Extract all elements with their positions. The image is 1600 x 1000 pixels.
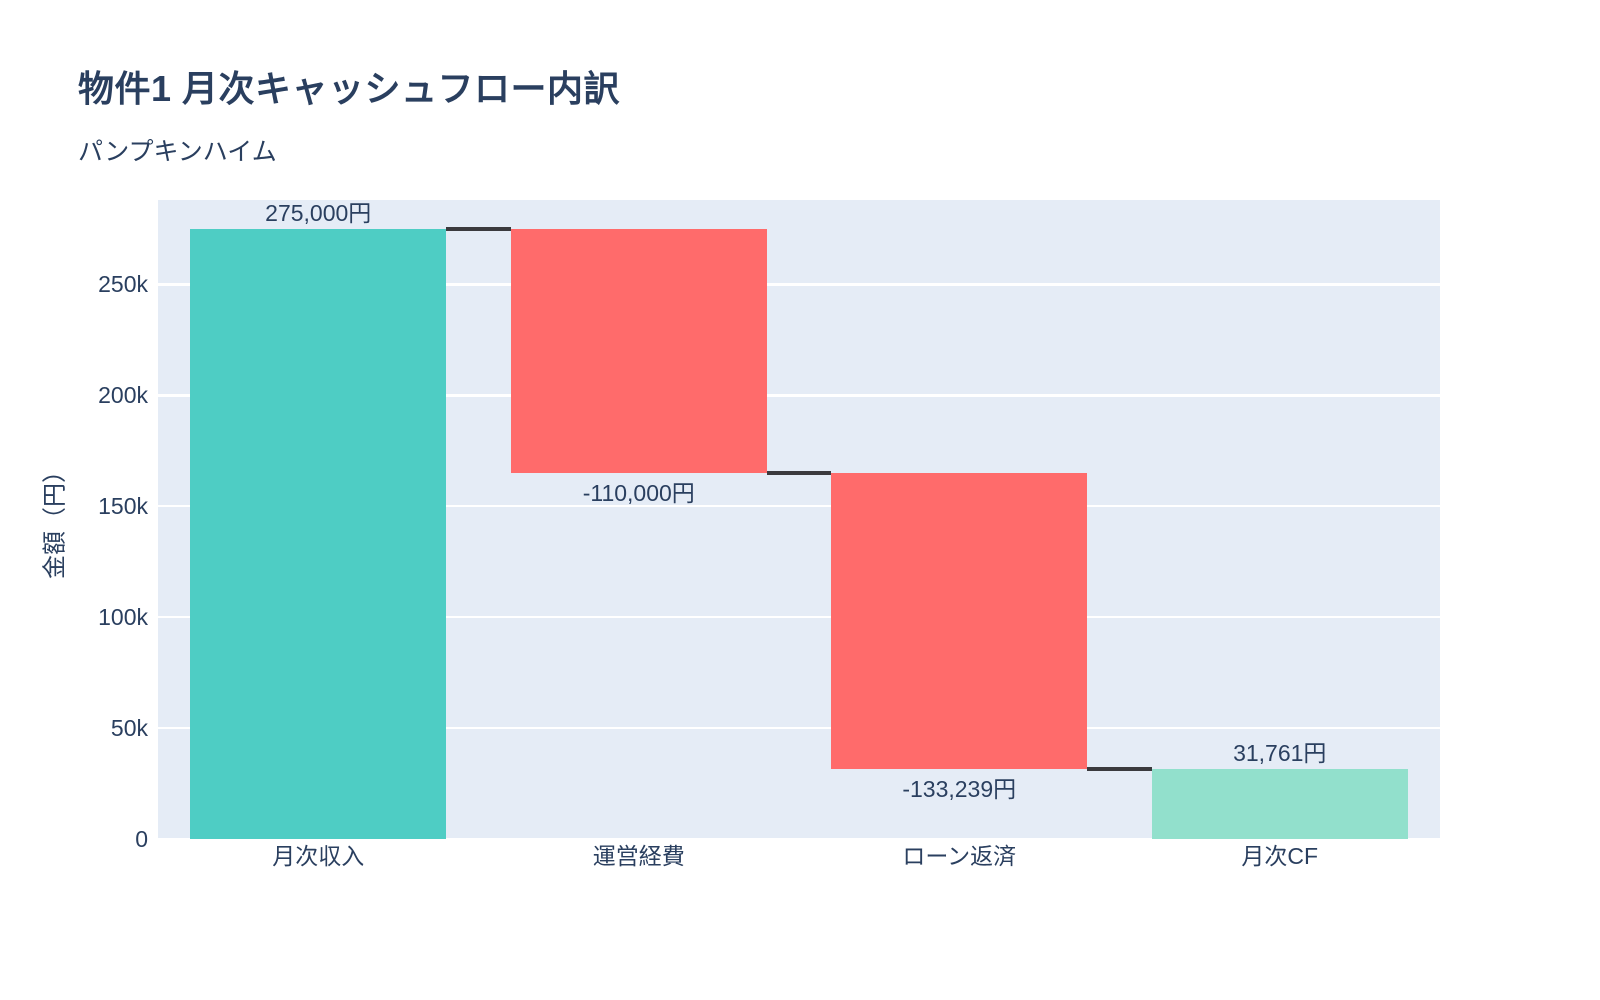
bar-value-label: 275,000円 xyxy=(265,199,372,226)
bar-value-label: 31,761円 xyxy=(1233,739,1327,766)
gridline-200k xyxy=(158,394,1440,397)
waterfall-bar-1[interactable] xyxy=(190,228,447,839)
y-tick-label: 150k xyxy=(98,493,148,520)
gridline-100k xyxy=(158,615,1440,619)
y-tick-label: 200k xyxy=(98,382,148,409)
x-tick-label: 運営経費 xyxy=(592,843,685,869)
gridline-250k xyxy=(158,283,1440,286)
bar-value-label: -110,000円 xyxy=(582,479,695,506)
waterfall-bar-3[interactable] xyxy=(831,472,1088,769)
y-tick-label: 100k xyxy=(98,604,148,631)
x-tick-label: 月次CF xyxy=(1241,843,1319,869)
y-tick-label: 250k xyxy=(98,271,148,298)
x-tick-label: ローン返済 xyxy=(902,843,1017,869)
y-tick-label: 50k xyxy=(110,715,148,742)
waterfall-connector xyxy=(766,470,832,475)
waterfall-bar-4[interactable] xyxy=(1151,768,1408,839)
bar-value-label: -133,239円 xyxy=(902,775,1017,802)
gridline-150k xyxy=(158,504,1440,508)
x-tick-label: 月次収入 xyxy=(272,843,365,869)
gridline-50k xyxy=(158,726,1440,730)
chart-title: 物件1 月次キャッシュフロー内訳 xyxy=(78,68,621,109)
y-tick-label: 0 xyxy=(135,826,148,852)
waterfall-bar-2[interactable] xyxy=(510,228,767,473)
waterfall-connector xyxy=(446,226,511,231)
gridline-0 xyxy=(158,837,1440,841)
chart-subtitle: パンプキンハイム xyxy=(78,138,277,166)
waterfall-connector xyxy=(1087,766,1152,771)
